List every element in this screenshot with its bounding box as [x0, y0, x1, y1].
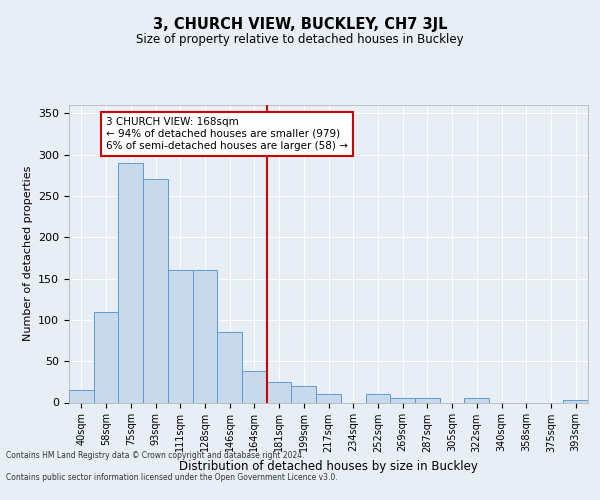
Bar [217, 332, 242, 402]
Bar [168, 270, 193, 402]
Text: 3 CHURCH VIEW: 168sqm
← 94% of detached houses are smaller (979)
6% of semi-deta: 3 CHURCH VIEW: 168sqm ← 94% of detached … [106, 118, 348, 150]
Bar [242, 371, 267, 402]
Bar [390, 398, 415, 402]
Text: Contains HM Land Registry data © Crown copyright and database right 2024.: Contains HM Land Registry data © Crown c… [6, 450, 305, 460]
Bar [143, 180, 168, 402]
Bar [267, 382, 292, 402]
Bar [464, 398, 489, 402]
Text: Size of property relative to detached houses in Buckley: Size of property relative to detached ho… [136, 32, 464, 46]
Bar [193, 270, 217, 402]
Bar [365, 394, 390, 402]
X-axis label: Distribution of detached houses by size in Buckley: Distribution of detached houses by size … [179, 460, 478, 473]
Bar [69, 390, 94, 402]
Bar [118, 163, 143, 402]
Bar [563, 400, 588, 402]
Y-axis label: Number of detached properties: Number of detached properties [23, 166, 32, 342]
Text: 3, CHURCH VIEW, BUCKLEY, CH7 3JL: 3, CHURCH VIEW, BUCKLEY, CH7 3JL [153, 18, 447, 32]
Bar [94, 312, 118, 402]
Bar [415, 398, 440, 402]
Bar [292, 386, 316, 402]
Text: Contains public sector information licensed under the Open Government Licence v3: Contains public sector information licen… [6, 473, 338, 482]
Bar [316, 394, 341, 402]
